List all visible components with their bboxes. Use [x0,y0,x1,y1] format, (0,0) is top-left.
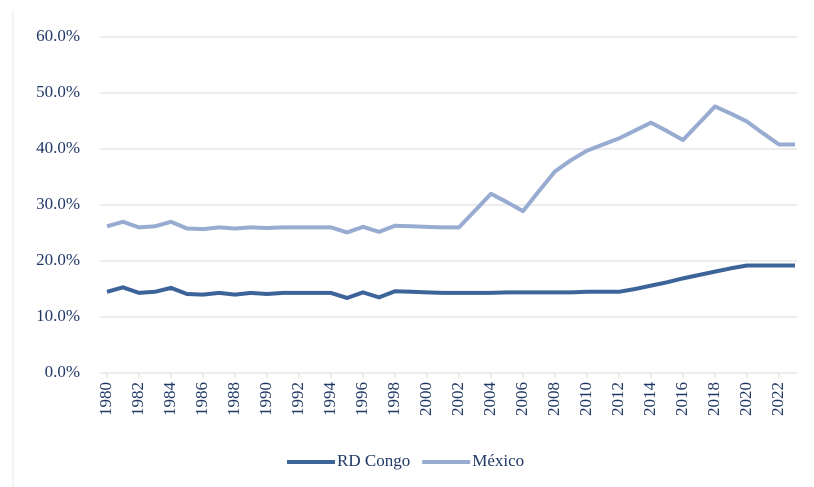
data-line [106,104,795,235]
y-tick-label: 30.0% [36,194,80,213]
x-tick-label: 2004 [480,382,499,417]
x-tick-label: 1998 [384,382,403,416]
y-tick-label: 40.0% [36,138,80,157]
legend-label: RD Congo [337,451,410,470]
x-tick-label: 1986 [192,382,211,416]
x-tick-label: 1980 [96,382,115,416]
data-line [106,263,795,300]
y-tick-label: 60.0% [36,26,80,45]
x-tick-label: 2006 [512,382,531,416]
x-tick-label: 2016 [672,382,691,416]
y-tick-label: 0.0% [45,362,80,381]
x-tick-label: 1992 [288,382,307,416]
x-tick-label: 2020 [736,382,755,416]
x-tick-label: 1990 [256,382,275,416]
x-tick-label: 1988 [224,382,243,416]
x-tick-label: 1984 [160,382,179,417]
x-tick-label: 2018 [704,382,723,416]
y-tick-label: 20.0% [36,250,80,269]
x-tick-label: 2010 [576,382,595,416]
x-tick-label: 1994 [320,382,339,417]
x-tick-label: 2014 [640,382,659,417]
x-tick-label: 1996 [352,382,371,416]
legend-label: México [472,451,524,470]
y-tick-label: 10.0% [36,306,80,325]
x-tick-label: 1982 [128,382,147,416]
x-tick-label: 2000 [416,382,435,416]
x-tick-label: 2002 [448,382,467,416]
y-tick-label: 50.0% [36,82,80,101]
x-tick-label: 2022 [768,382,787,416]
x-tick-label: 2012 [608,382,627,416]
x-tick-label: 2008 [544,382,563,416]
